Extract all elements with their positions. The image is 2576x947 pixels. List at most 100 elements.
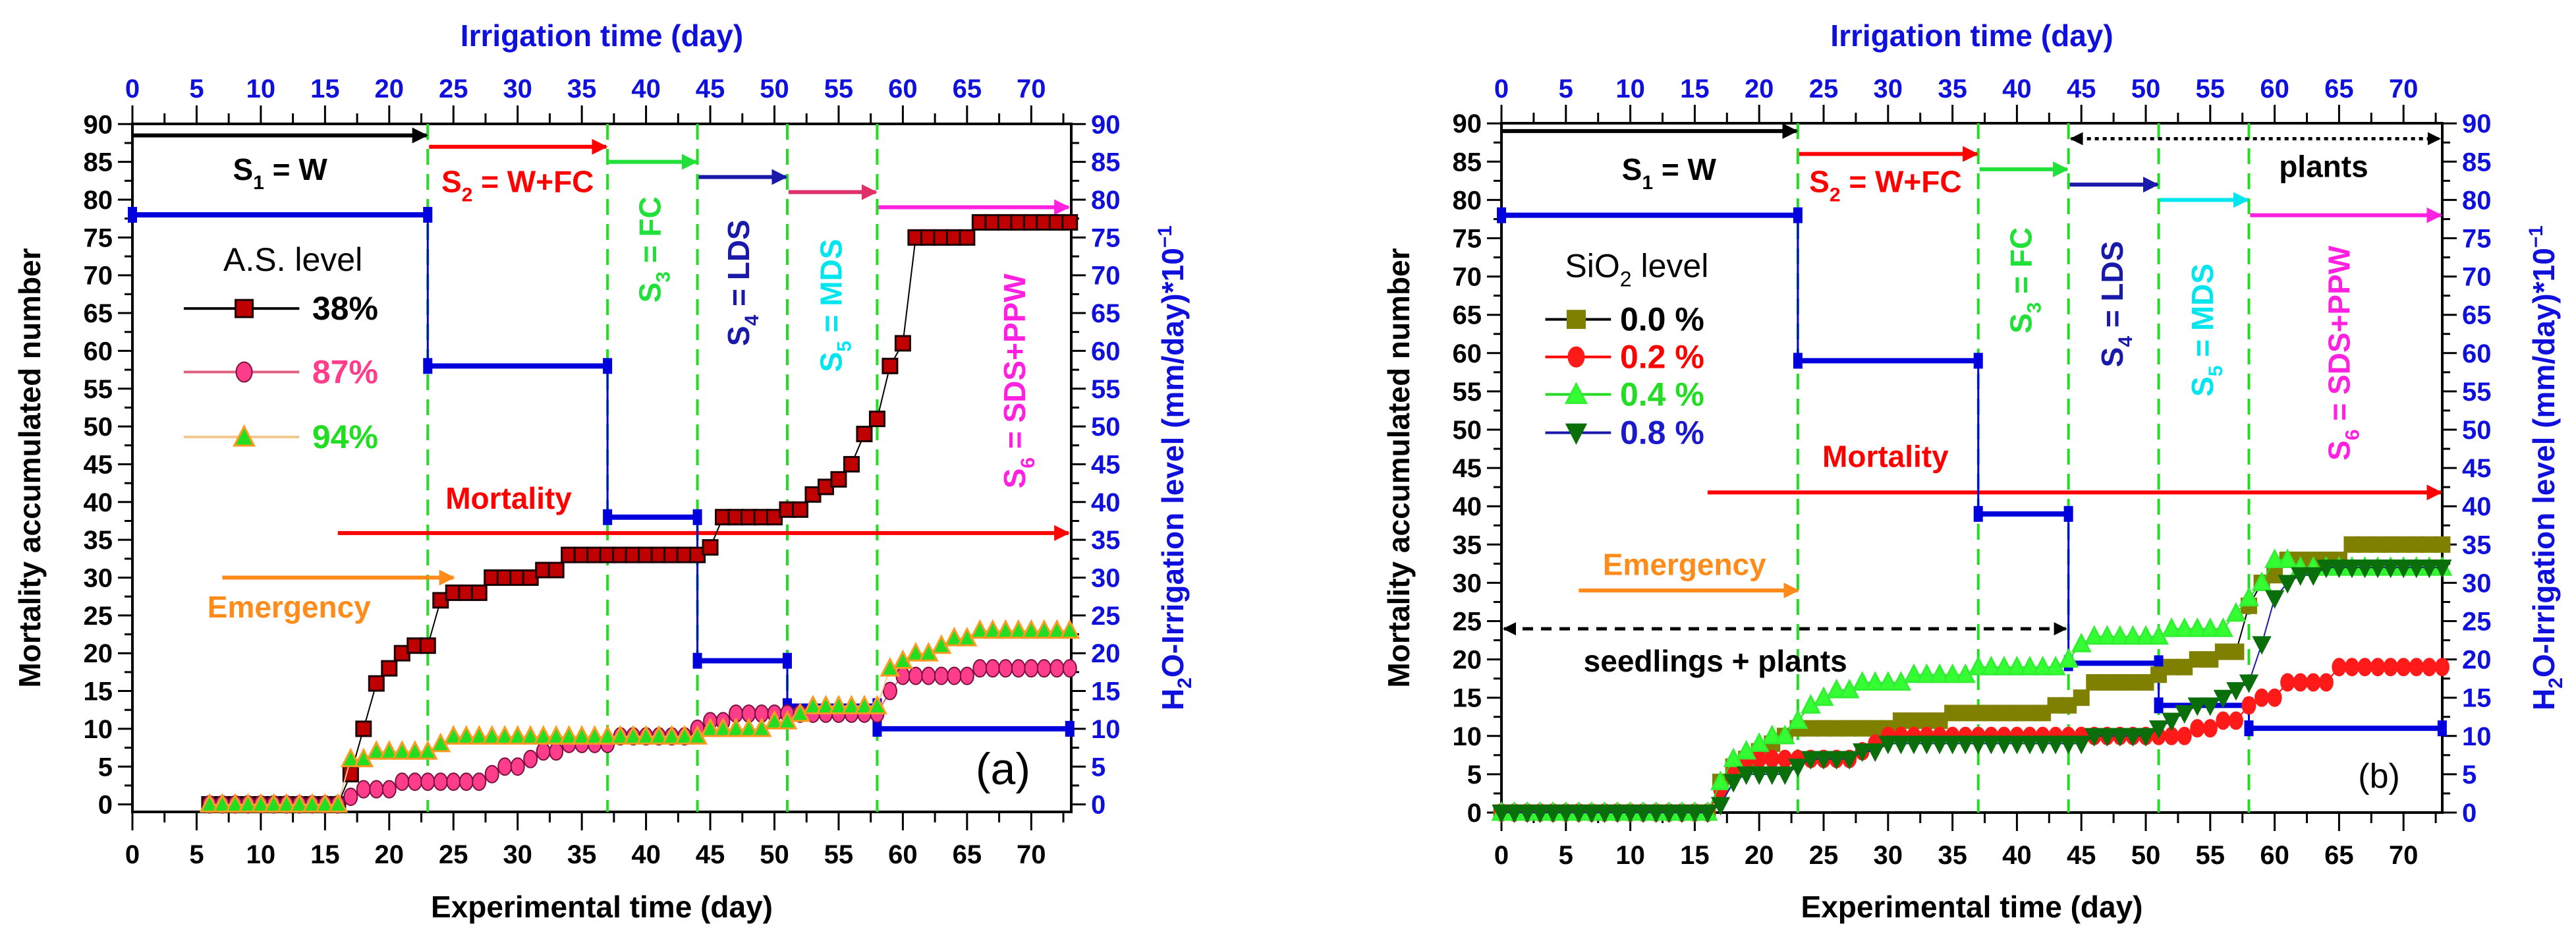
data-point xyxy=(815,695,836,714)
text-part: 2 xyxy=(1830,185,1841,206)
right-y-tick-label: 50 xyxy=(1091,413,1121,442)
data-point xyxy=(379,740,400,760)
data-point xyxy=(802,695,824,714)
data-point xyxy=(1036,659,1051,678)
data-point xyxy=(1710,770,1731,791)
data-point xyxy=(739,717,759,737)
y-tick-label: 30 xyxy=(84,564,113,593)
text-part: −1 xyxy=(1154,225,1176,248)
data-point xyxy=(484,764,499,784)
data-point xyxy=(2383,658,2398,677)
data-point xyxy=(2200,617,2221,637)
data-point xyxy=(2202,719,2218,738)
y-tick-label: 10 xyxy=(84,715,113,744)
data-point xyxy=(2396,658,2411,677)
data-point xyxy=(355,720,372,737)
data-point xyxy=(2252,636,2272,655)
data-point xyxy=(356,780,371,799)
y-tick-label: 50 xyxy=(84,413,113,442)
top-x-tick-label: 15 xyxy=(1680,74,1710,103)
text-part: S xyxy=(997,469,1032,489)
right-y-tick-label: 10 xyxy=(1091,715,1121,744)
data-point xyxy=(2434,658,2450,677)
data-point xyxy=(947,666,962,685)
data-point xyxy=(1050,659,1065,678)
data-point xyxy=(494,725,515,745)
data-point xyxy=(2212,617,2233,637)
text-part: S xyxy=(2322,440,2356,461)
data-point xyxy=(908,666,923,685)
irrigation-point xyxy=(128,206,137,223)
right-y-tick-label: 75 xyxy=(1091,223,1121,252)
data-point xyxy=(1698,805,1718,824)
text-part: 2 xyxy=(1620,267,1632,291)
data-point xyxy=(1646,805,1666,824)
x-tick-label: 45 xyxy=(2067,841,2096,870)
legend-marker-icon xyxy=(1567,346,1585,368)
top-x-tick-label: 5 xyxy=(1559,74,1573,103)
data-point xyxy=(882,357,899,374)
top-x-tick-label: 40 xyxy=(2002,74,2032,103)
y-tick-label: 80 xyxy=(1453,186,1482,215)
data-point xyxy=(959,666,974,685)
text-part: = FC xyxy=(632,196,667,272)
irrigation-point xyxy=(1973,505,1983,522)
data-point xyxy=(2264,548,2285,569)
data-point xyxy=(1011,659,1026,678)
data-point xyxy=(1917,735,1937,755)
irrigation-point xyxy=(603,509,613,525)
data-point xyxy=(943,627,965,646)
top-x-tick-label: 50 xyxy=(760,74,789,103)
data-point xyxy=(2316,560,2336,579)
data-point xyxy=(1929,663,1950,683)
data-point xyxy=(1530,805,1550,824)
data-point xyxy=(972,659,988,678)
y-tick-label: 90 xyxy=(1453,109,1482,138)
data-point xyxy=(1994,655,2015,675)
text-part: = W xyxy=(264,152,327,187)
text-part: O-Irrigation level (mm/day)*10 xyxy=(1156,248,1190,677)
data-point xyxy=(547,561,565,579)
data-point xyxy=(2278,575,2297,594)
top-x-tick-label: 45 xyxy=(696,74,725,103)
x-tick-label: 5 xyxy=(189,840,204,869)
data-point xyxy=(2434,536,2451,553)
data-point xyxy=(2032,735,2053,755)
y-tick-label: 55 xyxy=(84,375,113,404)
y-tick-label: 40 xyxy=(84,488,113,517)
data-point xyxy=(459,772,474,791)
x-tick-label: 25 xyxy=(439,840,468,869)
top-x-tick-label: 50 xyxy=(2131,74,2161,103)
text-part: H xyxy=(1156,689,1190,710)
data-point xyxy=(468,725,490,745)
text-part: −1 xyxy=(2525,225,2547,248)
series-line xyxy=(209,629,1070,805)
data-point xyxy=(866,695,887,714)
data-point xyxy=(2329,560,2349,579)
irrigation-point xyxy=(423,358,433,374)
irrigation-series xyxy=(1497,207,2447,737)
text-part: 2 xyxy=(1174,677,1196,689)
plot-frame xyxy=(131,123,1073,813)
right-y-tick-label: 60 xyxy=(1091,337,1121,366)
right-y-tick-label: 15 xyxy=(2462,684,2492,713)
data-point xyxy=(2190,719,2205,738)
data-point xyxy=(2019,655,2040,675)
right-y-tick-label: 0 xyxy=(1091,791,1106,820)
x-tick-label: 45 xyxy=(696,840,725,869)
x-axis-title: Experimental time (day) xyxy=(431,890,773,924)
data-point xyxy=(856,426,873,443)
data-point xyxy=(2407,560,2426,579)
data-point xyxy=(2058,648,2079,668)
data-point xyxy=(1059,619,1080,639)
top-x-tick-label: 30 xyxy=(503,74,532,103)
data-point xyxy=(843,455,860,473)
top-x-tick-label: 5 xyxy=(189,74,204,103)
x-tick-label: 30 xyxy=(1874,841,1903,870)
data-point xyxy=(571,725,592,745)
data-point xyxy=(2187,617,2208,637)
data-point xyxy=(369,780,384,799)
data-point xyxy=(2303,567,2323,586)
right-y-tick-label: 80 xyxy=(1091,186,1121,215)
right-y-tick-label: 40 xyxy=(1091,488,1121,517)
